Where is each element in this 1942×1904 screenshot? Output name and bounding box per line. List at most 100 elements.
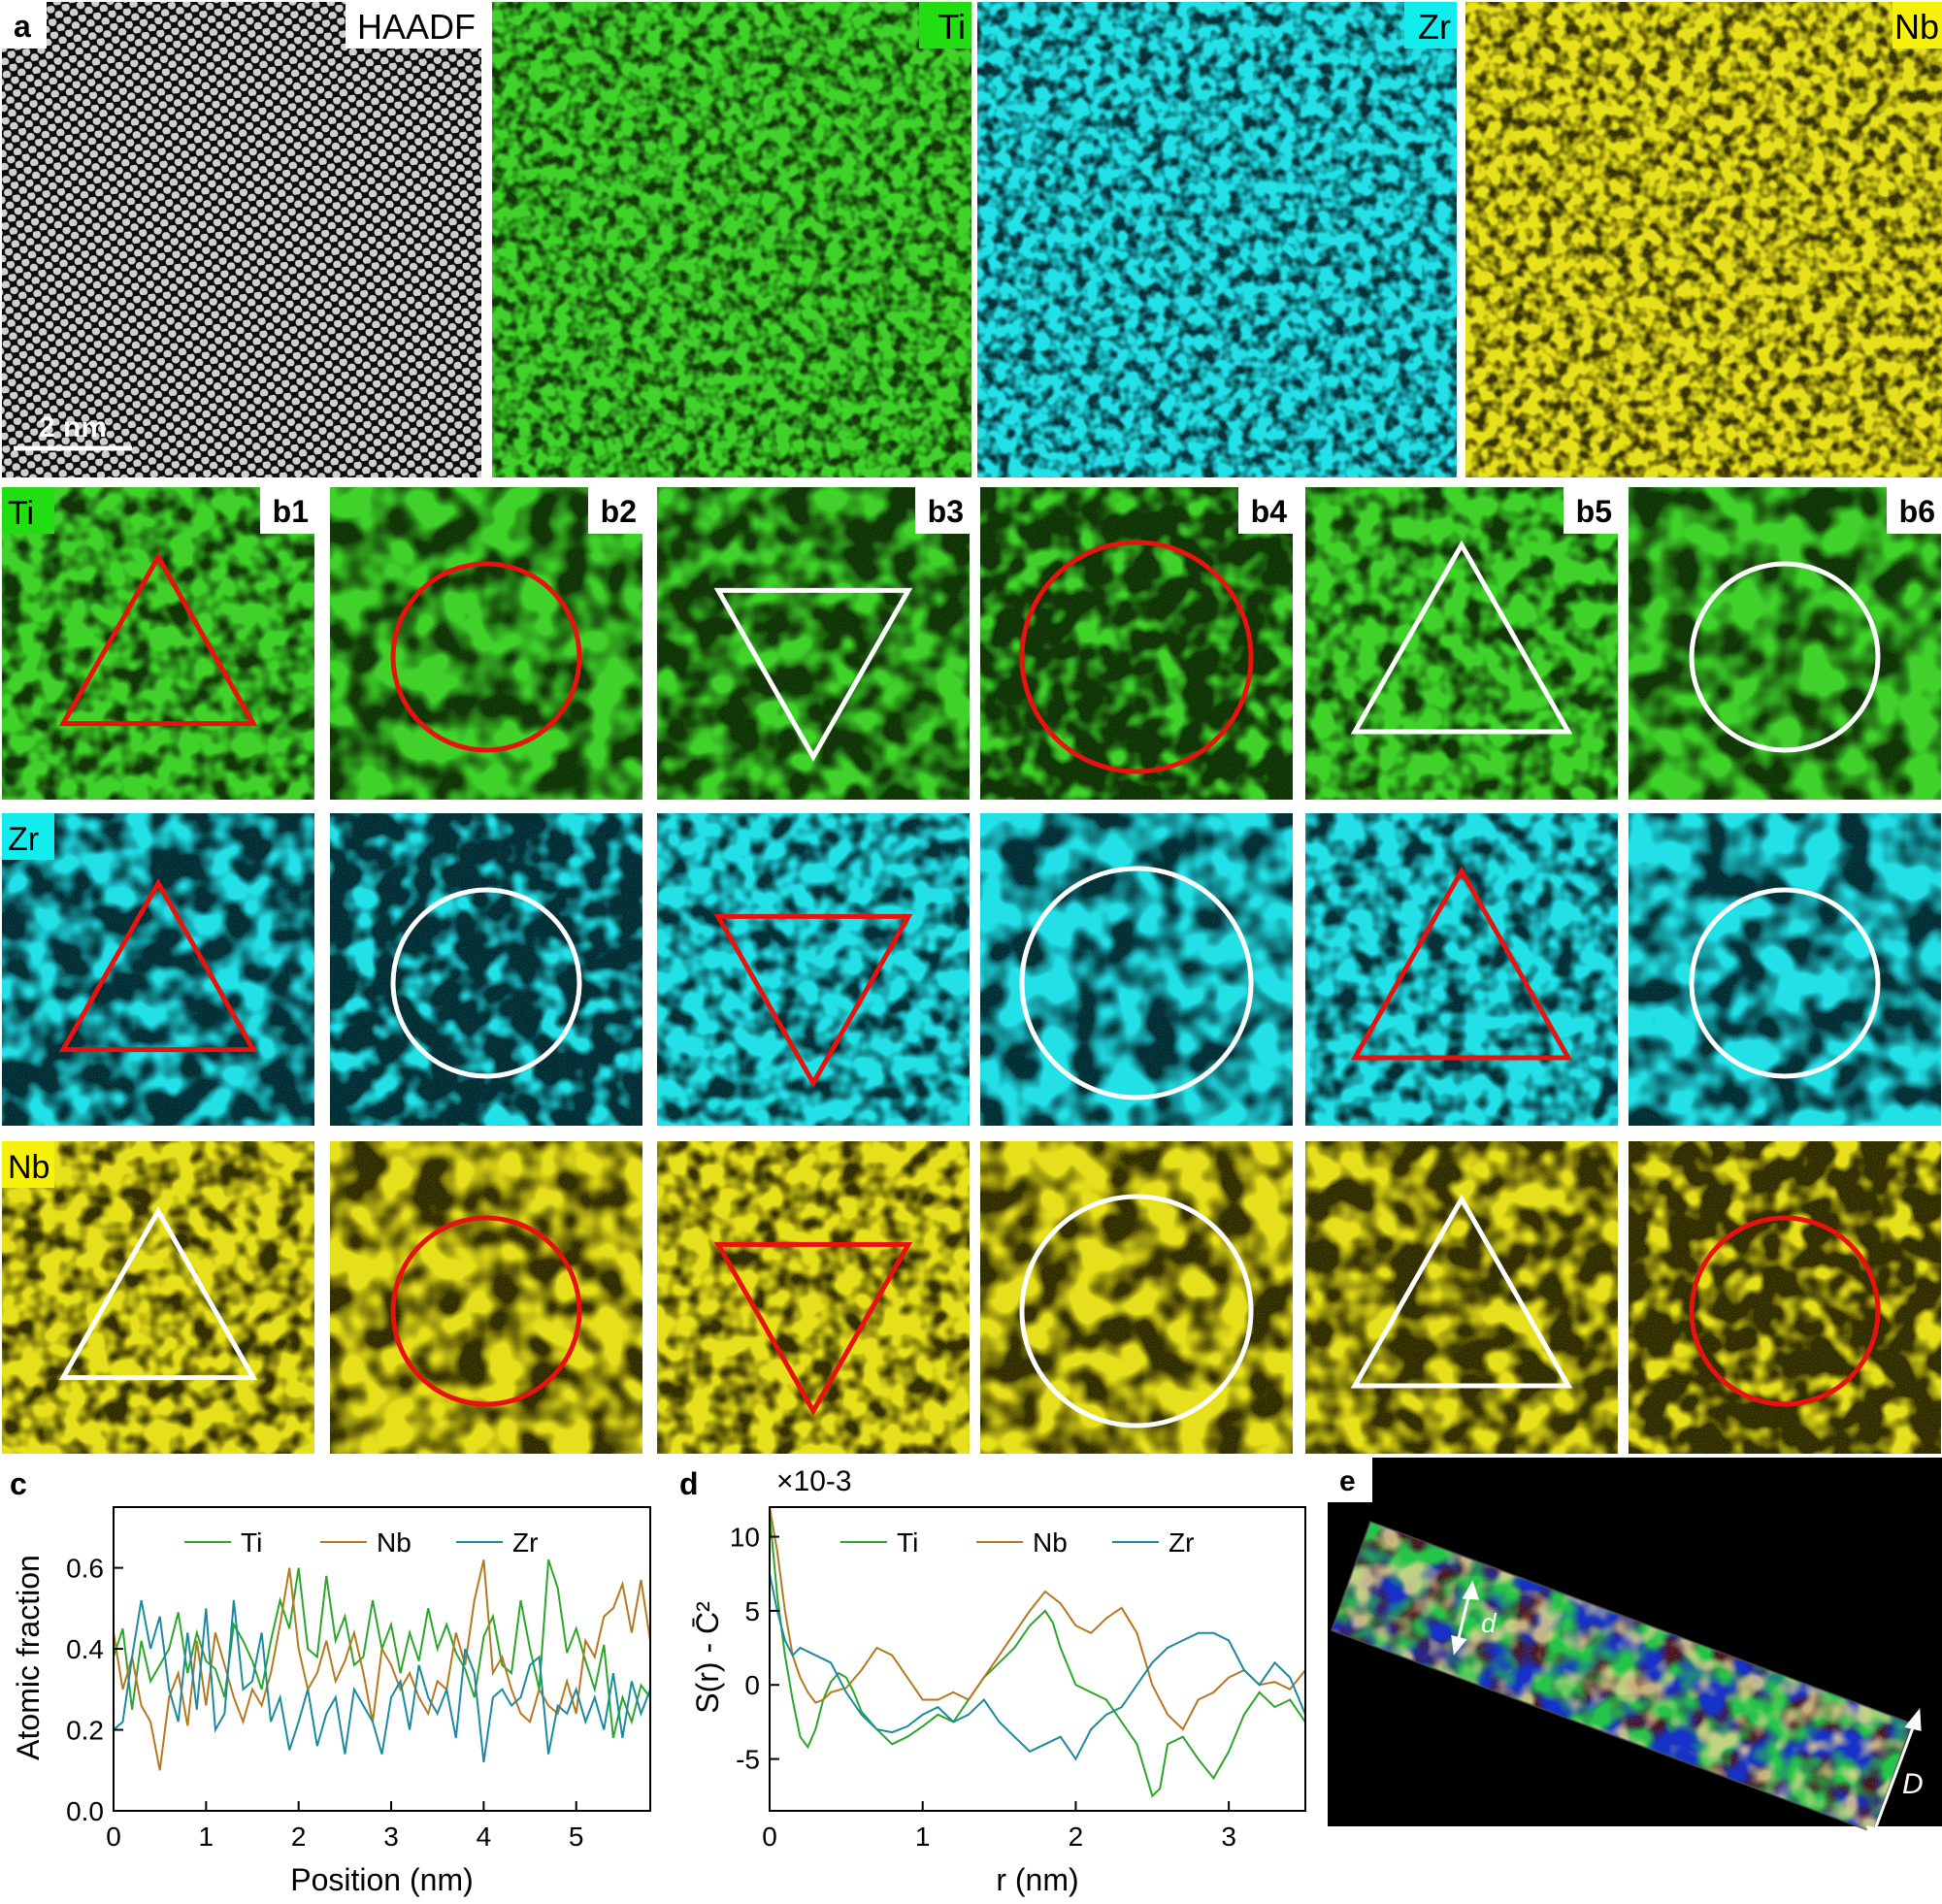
- x-tick-label: 1: [199, 1822, 214, 1852]
- tile-column-label: b2: [601, 494, 637, 529]
- tile-grain: [1629, 813, 1941, 1126]
- outline-triangle-down: [713, 913, 913, 1088]
- tile-grain: [2, 487, 314, 800]
- tile-zr-b2: [330, 813, 642, 1126]
- tile-grain: [980, 813, 1293, 1126]
- panel-a-letter: a: [14, 9, 31, 44]
- tile-grain: [1305, 813, 1618, 1126]
- outline-circle: [1019, 1194, 1254, 1428]
- outline-triangle-up: [58, 552, 258, 727]
- row-tag-label: Ti: [8, 495, 34, 532]
- tile-label-bg: [1238, 487, 1293, 534]
- tile-label-bg: [915, 487, 970, 534]
- tile-grain: [330, 1141, 642, 1454]
- outline-circle: [1019, 540, 1254, 774]
- tile-nb-b1: [2, 1141, 314, 1454]
- panel-a: HAADF Ti Zr Nb a 2 nm: [2, 2, 1942, 477]
- scale-bar-label: 2 nm: [39, 411, 107, 443]
- haadf-image: [2, 2, 481, 477]
- tile-label-bg: [260, 487, 314, 534]
- row-tag-label: Nb: [8, 1149, 49, 1186]
- tile-grain: [980, 1141, 1293, 1454]
- map-tag-label: Zr: [1418, 7, 1451, 47]
- y-tick-label: -5: [736, 1745, 760, 1775]
- tile-grain: [1305, 487, 1618, 800]
- tile-ti-b5: b5: [1305, 487, 1618, 800]
- outline-circle: [1689, 1215, 1881, 1407]
- tile-grain: [657, 813, 970, 1126]
- tile-zr-b3: [657, 813, 970, 1126]
- x-tick-label: 2: [291, 1822, 307, 1852]
- diameter-arrow-D: [1866, 1707, 1922, 1847]
- tile-column-label: b5: [1576, 494, 1612, 529]
- series-line-zr: [769, 1573, 1306, 1761]
- tile-grain: [330, 813, 642, 1126]
- tile-column-label: b4: [1251, 494, 1288, 529]
- tile-grain: [657, 1141, 970, 1454]
- outline-triangle-up: [58, 1206, 258, 1381]
- tile-ti-b1: b1: [2, 487, 314, 800]
- y-multiplier-label: ×10-3: [776, 1465, 852, 1497]
- tile-grain: [657, 487, 970, 800]
- x-tick-label: 2: [1069, 1822, 1084, 1852]
- map-tag-bg: [1893, 2, 1942, 49]
- panel-e-rendering: d D e: [1328, 1458, 1942, 1847]
- row-tag-label: Zr: [8, 821, 39, 858]
- tile-grain: [1629, 487, 1941, 800]
- label-d: d: [1481, 1608, 1498, 1638]
- tile-ti-b4: b4: [980, 487, 1293, 800]
- tile-nb-b6: [1629, 1141, 1941, 1454]
- x-axis-label: r (nm): [996, 1862, 1078, 1897]
- tile-ti-b2: b2: [330, 487, 642, 800]
- map-tag-bg: [919, 2, 971, 49]
- map-tag-bg: [346, 2, 481, 49]
- y-tick-label: 0.4: [66, 1634, 104, 1664]
- outline-circle: [390, 887, 582, 1079]
- panel-c-chart: 0 1 2 3 4 5 0.0 0.2 0.4 0.6 Ti Nb Zr c Position (nm) At…: [10, 1466, 651, 1897]
- x-tick-label: 0: [762, 1822, 777, 1852]
- y-axis-label: S(r) - C̄²: [690, 1601, 725, 1714]
- tile-zr-b1: [2, 813, 314, 1126]
- outline-triangle-up: [1350, 866, 1573, 1061]
- outline-circle: [1689, 887, 1881, 1079]
- x-tick-label: 0: [106, 1822, 121, 1852]
- tile-nb-b5: [1305, 1141, 1618, 1454]
- tile-column-label: b3: [928, 494, 964, 529]
- outline-triangle-down: [713, 1241, 913, 1416]
- tile-zr-b5: [1305, 813, 1618, 1126]
- x-tick-label: 3: [1221, 1822, 1236, 1852]
- tile-zr-b4: [980, 813, 1293, 1126]
- diameter-arrow-d: [1451, 1580, 1480, 1656]
- panel-b: b1 b2 b3 b4 b5 b6 Ti Zr Nb: [2, 487, 1941, 1454]
- y-tick-label: 0: [744, 1670, 760, 1700]
- tile-nb-b2: [330, 1141, 642, 1454]
- map-grain: [977, 2, 1457, 477]
- map-grain: [492, 2, 971, 477]
- tile-grain: [980, 487, 1293, 800]
- legend-label-nb: Nb: [1033, 1527, 1068, 1558]
- outline-circle: [1019, 866, 1254, 1100]
- tile-zr-b6: [1629, 813, 1941, 1126]
- map-grain: [1465, 2, 1942, 477]
- panel-d-chart: 0 1 2 3 10 5 0 -5 Ti Nb Zr d ×10-3 r (nm) S(r) - C̄²: [679, 1465, 1306, 1897]
- tile-grain: [2, 813, 314, 1126]
- map-zr: Zr: [977, 2, 1457, 477]
- map-tag-label: Ti: [938, 7, 966, 47]
- map-tag-label: HAADF: [357, 7, 476, 47]
- outline-triangle-up: [58, 878, 258, 1053]
- x-tick-label: 1: [915, 1822, 931, 1852]
- tile-grain: [1629, 1141, 1941, 1454]
- legend-label-ti: Ti: [897, 1527, 918, 1558]
- row-tag-bg: [2, 813, 54, 860]
- outline-triangle-up: [1350, 1194, 1573, 1389]
- outline-triangle-down: [713, 587, 913, 762]
- tile-column-label: b1: [273, 494, 309, 529]
- tile-ti-b6: b6: [1629, 487, 1941, 800]
- y-tick-label: 0.2: [66, 1716, 104, 1746]
- tile-grain: [2, 1141, 314, 1454]
- series-line-nb: [113, 1559, 651, 1771]
- legend-label-zr: Zr: [512, 1527, 538, 1558]
- panel-a-letter-bg: [2, 2, 47, 49]
- map-tag-label: Nb: [1894, 7, 1939, 47]
